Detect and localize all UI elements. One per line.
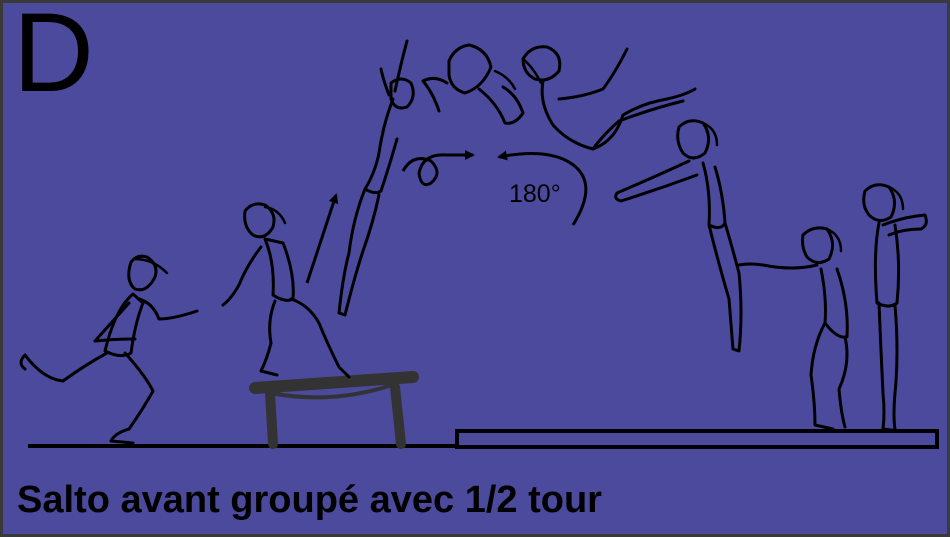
rotation-arrows-icon: 180° — [401, 150, 588, 226]
takeoff-arrow-icon — [305, 193, 339, 284]
gymnast-springboard-icon — [221, 202, 351, 379]
springboard-icon — [249, 371, 419, 449]
gymnast-running-icon — [19, 254, 199, 445]
gymnast-tuck-2-icon — [521, 45, 697, 151]
rotation-angle-label: 180° — [509, 180, 561, 208]
gymnast-tuck-1-icon — [421, 43, 525, 125]
gymnast-descending-icon — [614, 119, 743, 353]
gymnast-landing-stand-icon — [862, 183, 928, 433]
salto-diagram: 180° — [19, 39, 939, 449]
card-caption: Salto avant groupé avec 1/2 tour — [17, 479, 602, 521]
gymnast-rising-icon — [337, 39, 415, 317]
gymnast-landing-crouch-icon — [737, 226, 849, 431]
landing-mat — [455, 429, 939, 449]
card-letter: D — [13, 0, 94, 115]
